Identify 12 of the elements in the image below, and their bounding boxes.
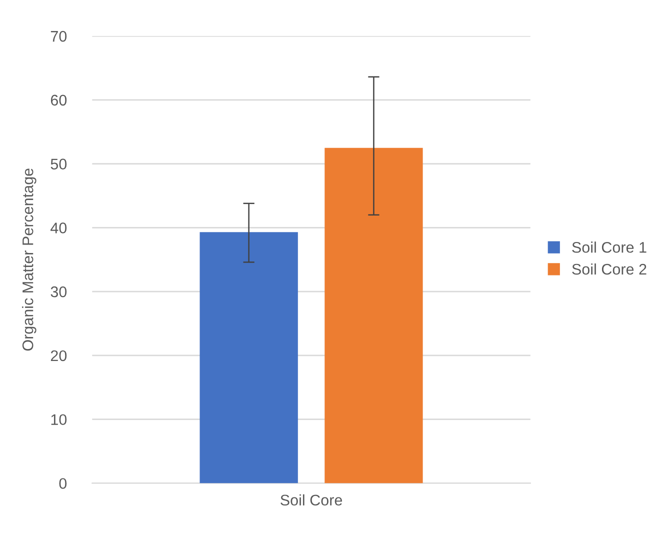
y-tick-label: 50 [50,158,67,170]
y-tick-label: 70 [50,30,67,42]
legend-label: Soil Core 2 [572,263,646,275]
y-tick-label: 20 [50,350,67,362]
legend-label: Soil Core 1 [572,242,646,253]
y-tick-label: 60 [50,94,67,106]
y-tick-label: 30 [50,286,67,298]
y-tick-label: 10 [51,414,67,426]
y-tick-label: 40 [50,222,67,234]
y-tick-label: 0 [59,478,67,489]
x-tick-label: Soil Core [280,494,342,506]
y-axis-title: Organic Matter Percentage [22,168,36,351]
